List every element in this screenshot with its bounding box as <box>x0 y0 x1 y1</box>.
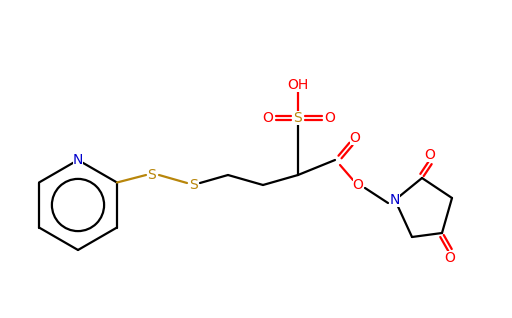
Text: OH: OH <box>287 78 309 92</box>
Text: S: S <box>293 111 303 125</box>
Text: S: S <box>188 178 197 192</box>
Text: N: N <box>73 153 83 167</box>
Text: O: O <box>353 178 364 192</box>
Text: O: O <box>263 111 273 125</box>
Text: O: O <box>325 111 335 125</box>
Text: O: O <box>444 251 456 265</box>
Text: N: N <box>390 193 400 207</box>
Text: O: O <box>424 148 435 162</box>
Text: O: O <box>350 131 360 145</box>
Text: S: S <box>147 168 156 182</box>
